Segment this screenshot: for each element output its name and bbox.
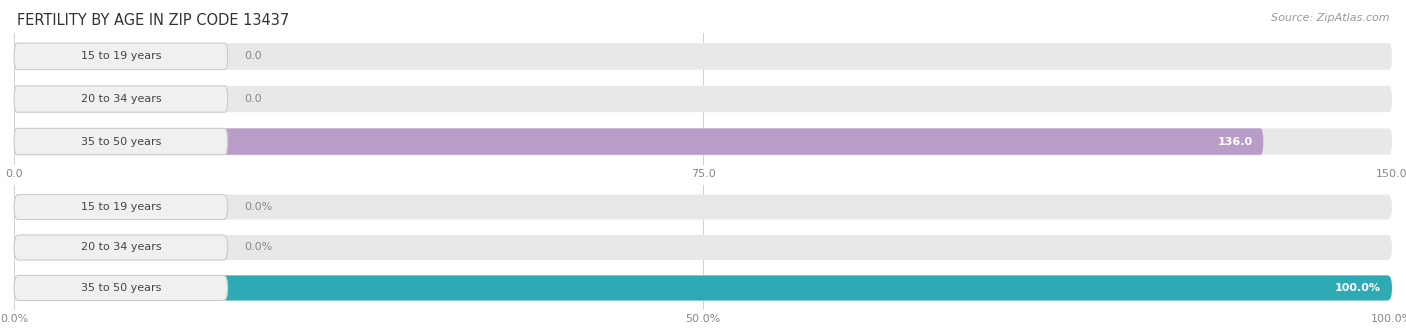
FancyBboxPatch shape xyxy=(14,235,1392,260)
Text: 0.0: 0.0 xyxy=(245,51,262,61)
Text: 136.0: 136.0 xyxy=(1218,137,1253,147)
FancyBboxPatch shape xyxy=(14,86,228,112)
FancyBboxPatch shape xyxy=(14,128,1264,155)
FancyBboxPatch shape xyxy=(14,128,228,155)
Text: 35 to 50 years: 35 to 50 years xyxy=(80,283,162,293)
FancyBboxPatch shape xyxy=(14,194,1392,219)
Text: 0.0%: 0.0% xyxy=(245,243,273,252)
FancyBboxPatch shape xyxy=(14,128,1392,155)
Text: 15 to 19 years: 15 to 19 years xyxy=(80,202,162,212)
Text: 20 to 34 years: 20 to 34 years xyxy=(80,94,162,104)
FancyBboxPatch shape xyxy=(14,43,1392,70)
Text: 0.0%: 0.0% xyxy=(245,202,273,212)
FancyBboxPatch shape xyxy=(14,276,1392,301)
FancyBboxPatch shape xyxy=(14,276,228,301)
Text: 100.0%: 100.0% xyxy=(1334,283,1381,293)
FancyBboxPatch shape xyxy=(14,194,228,219)
Text: 15 to 19 years: 15 to 19 years xyxy=(80,51,162,61)
Text: 0.0: 0.0 xyxy=(245,94,262,104)
Text: FERTILITY BY AGE IN ZIP CODE 13437: FERTILITY BY AGE IN ZIP CODE 13437 xyxy=(17,13,290,28)
Text: Source: ZipAtlas.com: Source: ZipAtlas.com xyxy=(1271,13,1389,23)
FancyBboxPatch shape xyxy=(14,276,1392,301)
Text: 35 to 50 years: 35 to 50 years xyxy=(80,137,162,147)
Text: 20 to 34 years: 20 to 34 years xyxy=(80,243,162,252)
FancyBboxPatch shape xyxy=(14,43,228,70)
FancyBboxPatch shape xyxy=(14,235,228,260)
FancyBboxPatch shape xyxy=(14,86,1392,112)
